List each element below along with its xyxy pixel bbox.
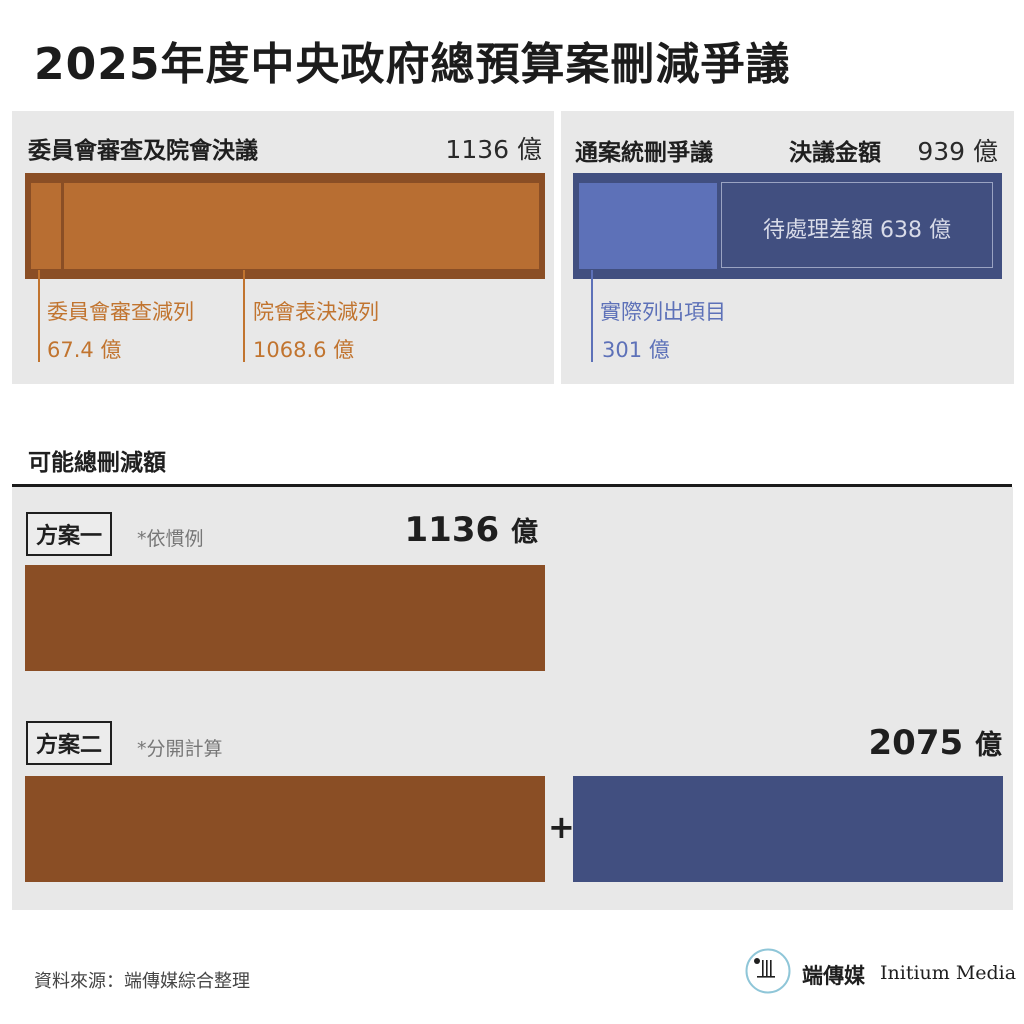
- committee-total: 1136 億: [445, 135, 542, 164]
- plan-1-total-number: 1136: [404, 510, 500, 550]
- section-title: 可能總刪減額: [28, 450, 166, 476]
- overall-cut-label: 通案統刪爭議: [575, 140, 713, 166]
- listed-items-tick: [591, 270, 593, 362]
- plan-1-tag: 方案一: [26, 512, 113, 556]
- pending-difference-label: 待處理差額 638 億: [763, 218, 951, 243]
- plan-2-total-number: 2075: [868, 723, 964, 763]
- initium-logo-icon: [745, 948, 791, 994]
- logo-english-name: Initium Media: [880, 962, 1017, 984]
- plenary-vote-value: 1068.6 億: [253, 338, 355, 362]
- committee-review-bar: [31, 183, 61, 269]
- listed-items-bar: [579, 183, 717, 269]
- listed-items-value: 301 億: [602, 338, 670, 362]
- logo-chinese-name: 端傳媒: [802, 963, 865, 988]
- resolution-amount-label: 決議金額: [789, 140, 881, 166]
- resolution-amount-value: 939 億: [917, 137, 998, 166]
- committee-review-label: 委員會審查減列: [47, 300, 194, 324]
- plan-1-note: *依慣例: [137, 528, 204, 550]
- plan-2-committee-bar: [25, 776, 545, 882]
- section-divider: [12, 484, 1012, 487]
- committee-panel-label: 委員會審查及院會決議: [28, 138, 258, 164]
- plan-2-note: *分開計算: [137, 738, 223, 760]
- listed-items-label: 實際列出項目: [600, 300, 726, 324]
- committee-review-value: 67.4 億: [47, 338, 122, 362]
- page-title: 2025年度中央政府總預算案刪減爭議: [34, 39, 791, 90]
- data-source: 資料來源：端傳媒綜合整理: [34, 971, 250, 992]
- plan-1-total: 1136 億: [405, 510, 538, 550]
- pending-difference-box: [721, 182, 993, 268]
- plan-2-total: 2075 億: [869, 723, 1002, 763]
- plan-2-overall-cut-bar: [573, 776, 1003, 882]
- plan-2-total-unit: 億: [975, 730, 1002, 761]
- plan-1-bar: [25, 565, 545, 671]
- plenary-vote-bar: [64, 183, 539, 269]
- plenary-vote-label: 院會表決減列: [253, 300, 379, 324]
- plan-2-tag: 方案二: [26, 721, 113, 765]
- plenary-vote-tick: [243, 270, 245, 362]
- plan-1-total-unit: 億: [511, 517, 538, 548]
- committee-review-tick: [38, 270, 40, 362]
- plan-2-plus-sign: +: [548, 808, 575, 846]
